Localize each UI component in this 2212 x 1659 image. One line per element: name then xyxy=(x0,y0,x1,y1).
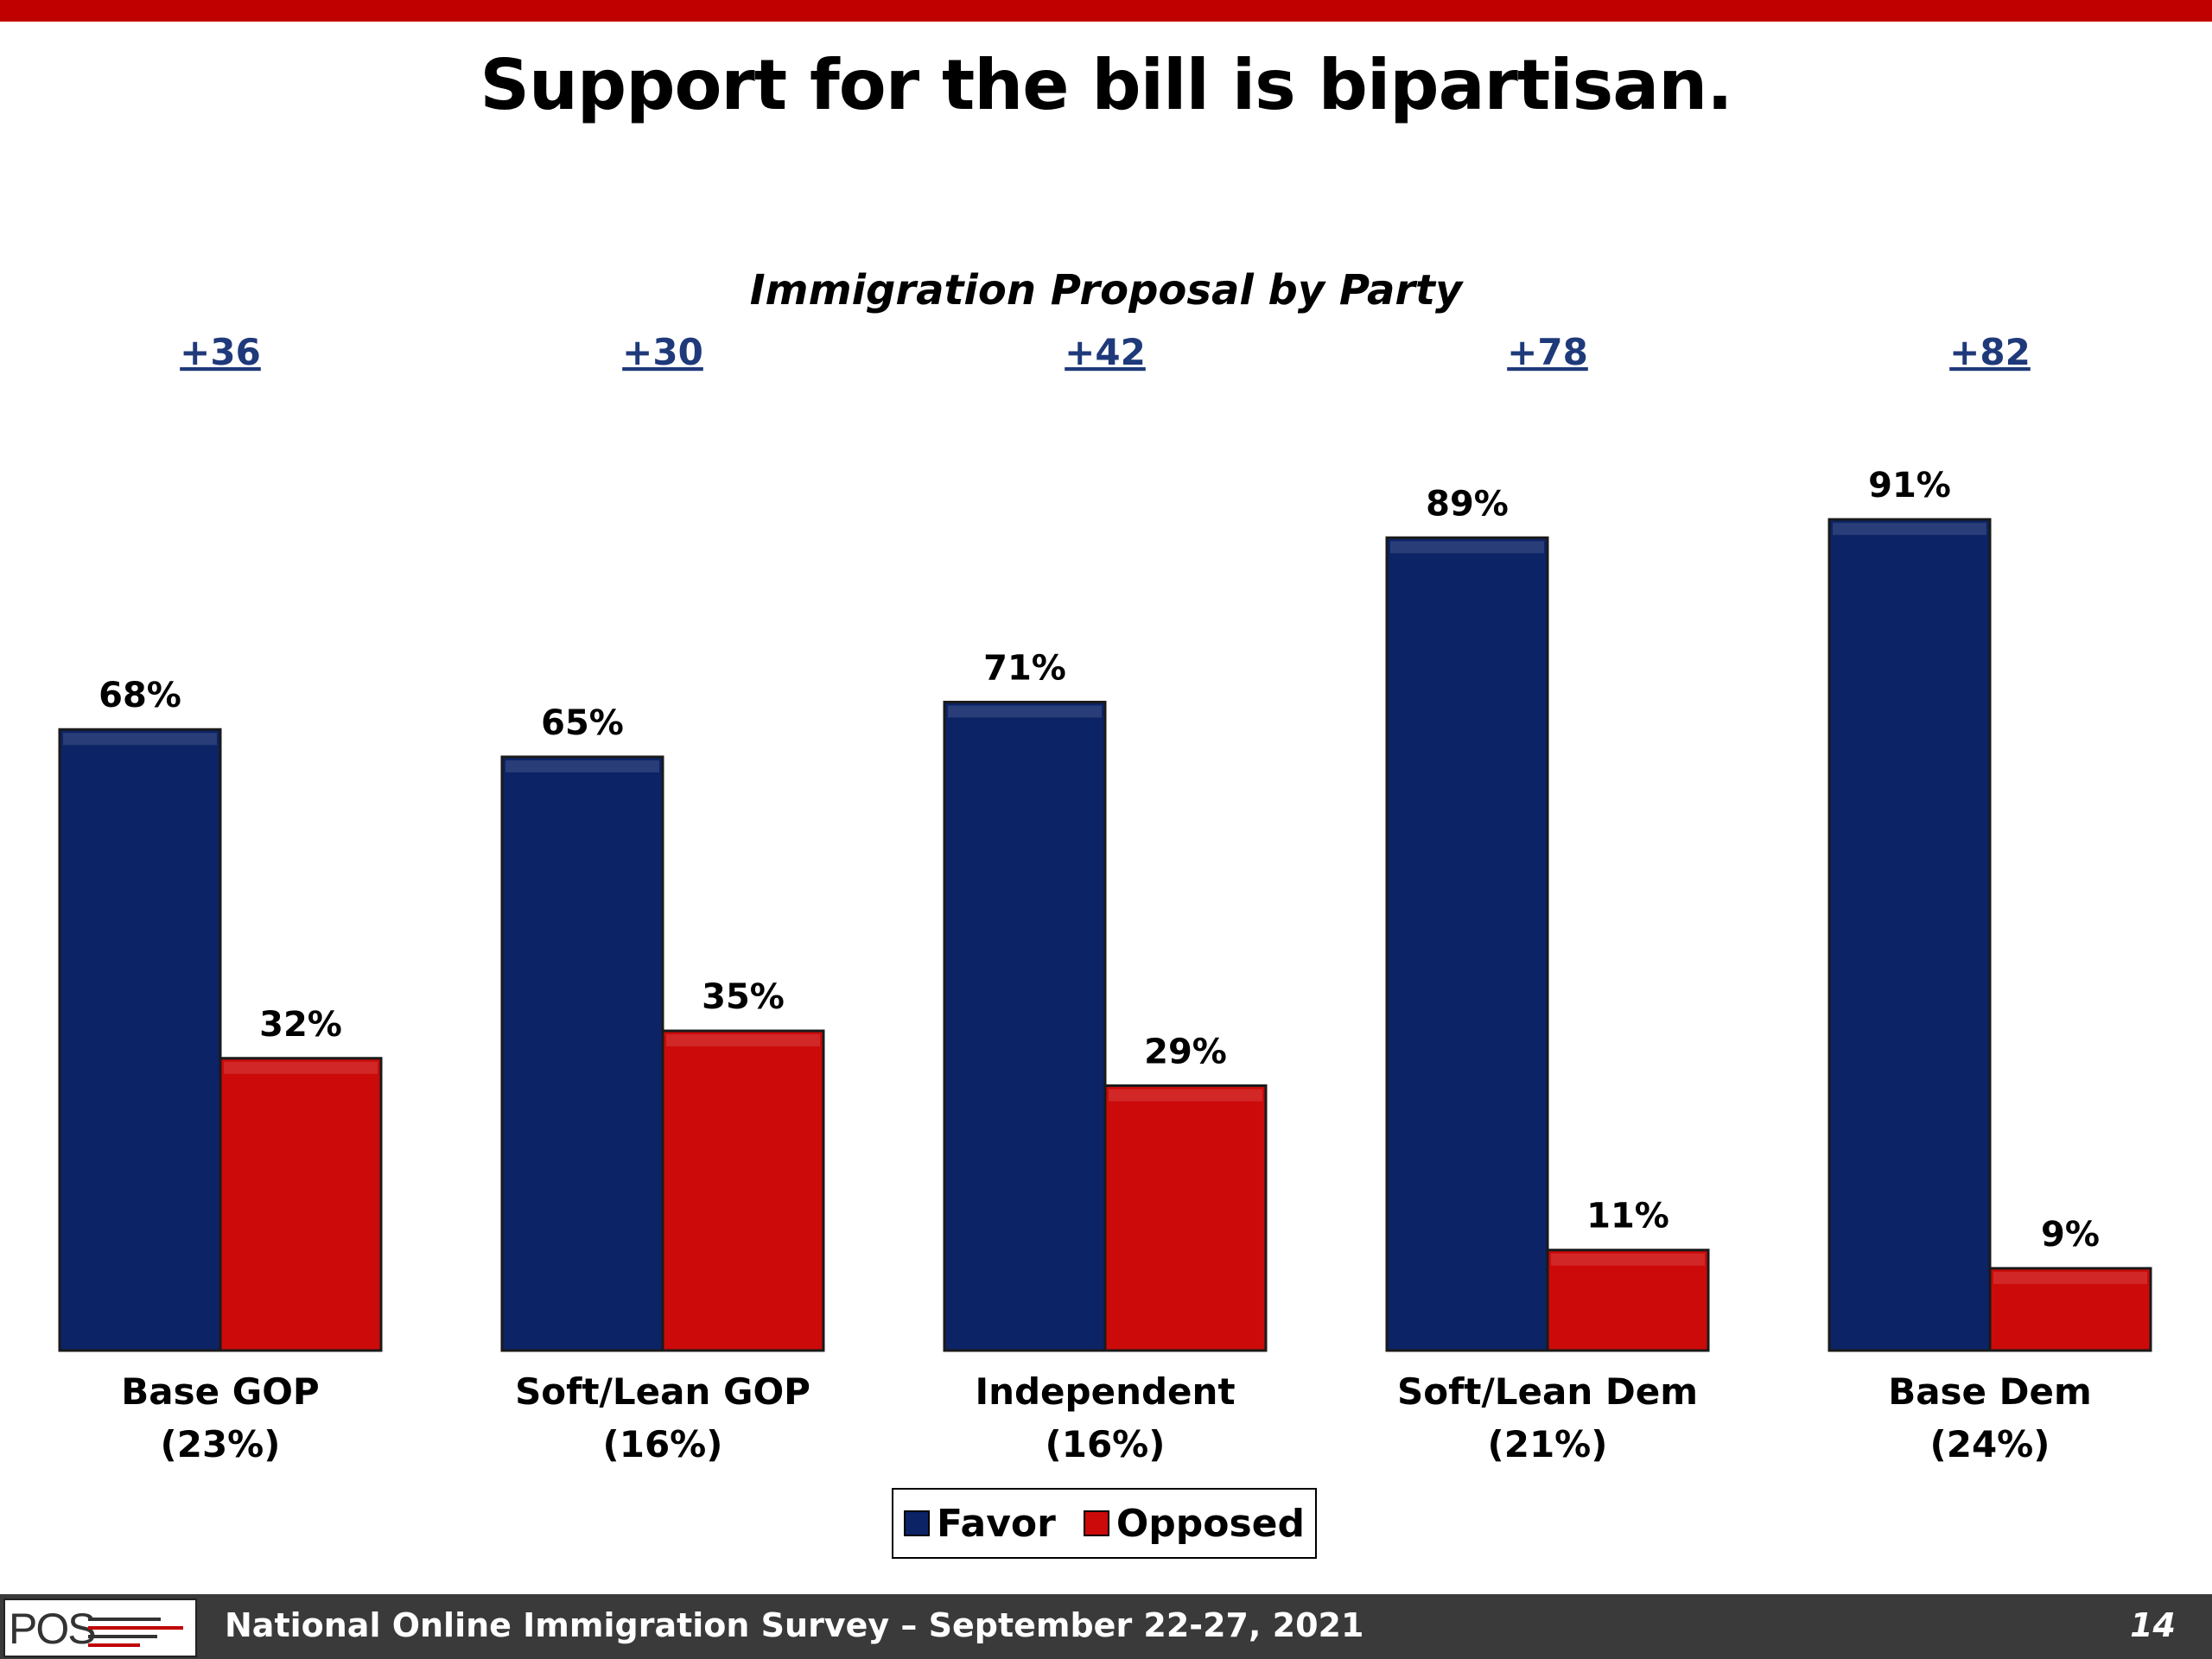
data-label-opposed-soft-lean-gop: 35% xyxy=(702,977,785,1017)
bar-opposed-base-dem xyxy=(1988,1267,2152,1352)
data-label-favor-base-gop: 68% xyxy=(99,676,181,715)
category-share-base-dem: (24%) xyxy=(1930,1423,2050,1465)
category-label-base-dem: Base Dem xyxy=(1888,1370,2092,1413)
top-accent-bar xyxy=(0,0,2212,22)
category-share-soft-lean-dem: (21%) xyxy=(1488,1423,1608,1465)
footer-survey-title: National Online Immigration Survey – Sep… xyxy=(225,1606,1364,1644)
net-label-soft-lean-dem: +78 xyxy=(1507,331,1588,373)
legend-label-opposed: Opposed xyxy=(1116,1501,1305,1546)
category-label-independent: Independent xyxy=(975,1370,1235,1413)
bar-favor-base-dem xyxy=(1827,518,1992,1352)
bar-favor-base-gop xyxy=(58,728,222,1352)
data-label-favor-independent: 71% xyxy=(983,649,1066,689)
data-label-opposed-base-dem: 9% xyxy=(2041,1215,2100,1255)
bar-bevel-opposed-independent xyxy=(1109,1089,1262,1102)
data-label-opposed-soft-lean-dem: 11% xyxy=(1586,1197,1669,1236)
data-label-favor-soft-lean-gop: 65% xyxy=(541,703,624,743)
category-share-base-gop: (23%) xyxy=(161,1423,281,1465)
bar-favor-soft-lean-dem xyxy=(1385,536,1549,1352)
bar-bevel-opposed-soft-lean-dem xyxy=(1551,1253,1705,1266)
legend-item-favor: Favor xyxy=(904,1502,1056,1546)
footer-bar: POS National Online Immigration Survey –… xyxy=(0,1594,2212,1659)
data-label-opposed-base-gop: 32% xyxy=(259,1005,342,1045)
category-label-soft-lean-dem: Soft/Lean Dem xyxy=(1397,1370,1698,1413)
legend-item-opposed: Opposed xyxy=(1083,1501,1305,1546)
bar-favor-soft-lean-gop xyxy=(500,755,664,1352)
bar-bevel-favor-soft-lean-gop xyxy=(505,760,659,772)
category-label-base-gop: Base GOP xyxy=(121,1370,319,1413)
bar-bevel-opposed-base-gop xyxy=(224,1061,378,1074)
bar-bevel-opposed-soft-lean-gop xyxy=(666,1034,820,1047)
bar-chart: Immigration Proposal by Party +36 68% 32% B… xyxy=(58,266,2152,1465)
net-label-base-dem: +82 xyxy=(1949,331,2031,373)
bar-opposed-soft-lean-dem xyxy=(1546,1249,1710,1352)
data-label-favor-base-dem: 91% xyxy=(1868,466,1951,505)
bar-bevel-favor-soft-lean-dem xyxy=(1390,541,1544,554)
bar-opposed-soft-lean-gop xyxy=(661,1029,825,1352)
bar-bevel-opposed-base-dem xyxy=(1993,1271,2147,1284)
category-share-soft-lean-gop: (16%) xyxy=(603,1423,723,1465)
category-label-soft-lean-gop: Soft/Lean GOP xyxy=(515,1370,810,1413)
bar-favor-independent xyxy=(943,701,1107,1352)
legend-label-favor: Favor xyxy=(937,1501,1056,1546)
legend-swatch-opposed xyxy=(1083,1510,1109,1536)
bar-bevel-favor-base-gop xyxy=(63,733,217,746)
bar-bevel-favor-independent xyxy=(948,705,1102,718)
data-label-favor-soft-lean-dem: 89% xyxy=(1426,484,1509,524)
slide-title: Support for the bill is bipartisan. xyxy=(480,45,1732,125)
net-label-independent: +42 xyxy=(1065,331,1146,373)
bar-bevel-favor-base-dem xyxy=(1833,523,1986,536)
legend-swatch-favor xyxy=(904,1510,931,1536)
bar-opposed-independent xyxy=(1103,1084,1268,1352)
chart-legend: Favor Opposed xyxy=(892,1488,1317,1559)
net-label-base-gop: +36 xyxy=(180,331,261,373)
net-label-soft-lean-gop: +30 xyxy=(622,331,703,373)
bar-opposed-base-gop xyxy=(219,1057,383,1352)
data-label-opposed-independent: 29% xyxy=(1144,1032,1227,1071)
pos-logo: POS xyxy=(3,1599,197,1657)
chart-title: Immigration Proposal by Party xyxy=(750,266,1464,315)
page-number: 14 xyxy=(2130,1606,2176,1644)
logo-text: POS xyxy=(9,1605,97,1653)
category-share-independent: (16%) xyxy=(1046,1423,1166,1465)
